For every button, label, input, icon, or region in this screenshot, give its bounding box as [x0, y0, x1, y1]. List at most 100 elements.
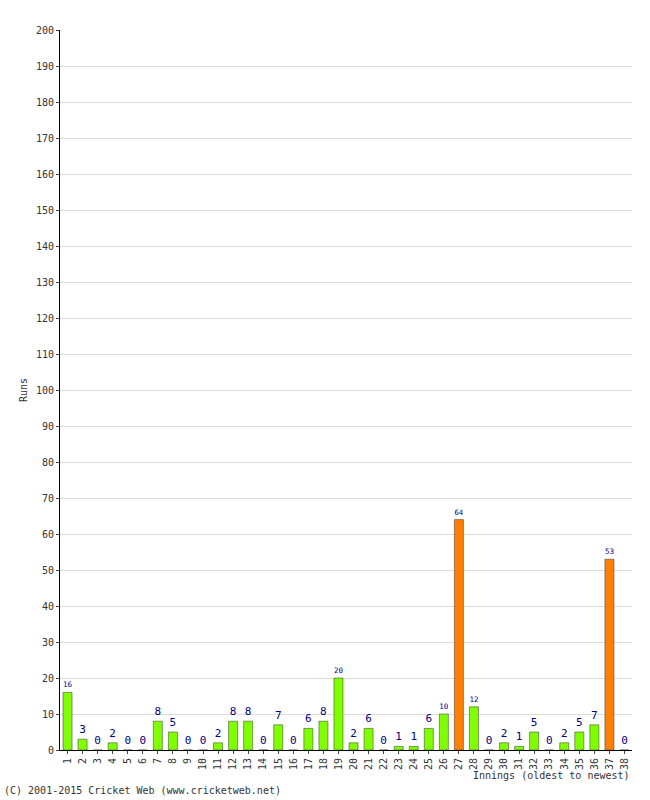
svg-text:13: 13 — [242, 758, 253, 770]
svg-text:2: 2 — [350, 727, 357, 740]
svg-text:8: 8 — [230, 705, 237, 718]
svg-text:19: 19 — [333, 758, 344, 770]
svg-text:16: 16 — [63, 680, 73, 689]
svg-text:30: 30 — [42, 637, 54, 648]
svg-text:11: 11 — [212, 758, 223, 770]
svg-text:34: 34 — [559, 758, 570, 770]
svg-text:3: 3 — [92, 758, 103, 764]
svg-text:21: 21 — [363, 758, 374, 770]
svg-text:180: 180 — [36, 97, 54, 108]
svg-text:5: 5 — [531, 716, 538, 729]
svg-text:33: 33 — [543, 758, 554, 770]
svg-text:20: 20 — [348, 758, 359, 770]
svg-text:150: 150 — [36, 205, 54, 216]
svg-text:26: 26 — [438, 758, 449, 770]
svg-text:7: 7 — [152, 758, 163, 764]
svg-text:130: 130 — [36, 277, 54, 288]
svg-text:36: 36 — [589, 758, 600, 770]
svg-text:5: 5 — [576, 716, 583, 729]
svg-text:200: 200 — [36, 25, 54, 36]
svg-text:6: 6 — [305, 712, 312, 725]
svg-text:18: 18 — [318, 758, 329, 770]
svg-text:9: 9 — [182, 758, 193, 764]
svg-text:25: 25 — [423, 758, 434, 770]
svg-text:10: 10 — [197, 758, 208, 770]
svg-text:1: 1 — [395, 730, 402, 743]
svg-text:0: 0 — [260, 734, 267, 747]
svg-text:23: 23 — [393, 758, 404, 770]
svg-text:5: 5 — [122, 758, 133, 764]
svg-text:0: 0 — [124, 734, 131, 747]
svg-text:Runs: Runs — [18, 378, 29, 402]
svg-text:35: 35 — [574, 758, 585, 770]
svg-text:0: 0 — [486, 734, 493, 747]
svg-text:15: 15 — [273, 758, 284, 770]
svg-text:12: 12 — [227, 758, 238, 770]
svg-text:14: 14 — [257, 758, 268, 770]
svg-text:8: 8 — [155, 705, 162, 718]
svg-text:1: 1 — [410, 730, 417, 743]
svg-text:60: 60 — [42, 529, 54, 540]
svg-text:4: 4 — [107, 758, 118, 764]
svg-text:1: 1 — [516, 730, 523, 743]
svg-text:0: 0 — [621, 734, 628, 747]
svg-text:64: 64 — [454, 508, 463, 517]
svg-text:0: 0 — [139, 734, 146, 747]
svg-text:2: 2 — [215, 727, 222, 740]
svg-text:2: 2 — [501, 727, 508, 740]
svg-text:3: 3 — [79, 723, 86, 736]
svg-text:7: 7 — [275, 709, 282, 722]
svg-text:50: 50 — [42, 565, 54, 576]
svg-text:20: 20 — [334, 666, 344, 675]
svg-text:40: 40 — [42, 601, 54, 612]
svg-text:6: 6 — [425, 712, 432, 725]
svg-text:6: 6 — [137, 758, 148, 764]
svg-text:0: 0 — [380, 734, 387, 747]
svg-text:0: 0 — [94, 734, 101, 747]
svg-text:100: 100 — [36, 385, 54, 396]
svg-text:80: 80 — [42, 457, 54, 468]
svg-text:17: 17 — [303, 758, 314, 770]
svg-text:2: 2 — [77, 758, 88, 764]
svg-text:30: 30 — [498, 758, 509, 770]
svg-text:120: 120 — [36, 313, 54, 324]
svg-text:24: 24 — [408, 758, 419, 770]
svg-text:12: 12 — [469, 695, 478, 704]
svg-text:7: 7 — [591, 709, 598, 722]
svg-text:140: 140 — [36, 241, 54, 252]
svg-text:8: 8 — [320, 705, 327, 718]
svg-text:(C) 2001-2015 Cricket Web (www: (C) 2001-2015 Cricket Web (www.cricketwe… — [4, 785, 281, 796]
svg-text:170: 170 — [36, 133, 54, 144]
svg-text:10: 10 — [439, 702, 449, 711]
svg-text:53: 53 — [605, 547, 614, 556]
svg-text:28: 28 — [468, 758, 479, 770]
svg-text:110: 110 — [36, 349, 54, 360]
svg-text:0: 0 — [200, 734, 207, 747]
svg-text:90: 90 — [42, 421, 54, 432]
svg-text:2: 2 — [561, 727, 568, 740]
svg-text:190: 190 — [36, 61, 54, 72]
svg-text:22: 22 — [378, 758, 389, 770]
svg-text:0: 0 — [48, 745, 54, 756]
svg-text:0: 0 — [185, 734, 192, 747]
svg-text:1: 1 — [62, 758, 73, 764]
svg-text:0: 0 — [290, 734, 297, 747]
svg-text:37: 37 — [604, 758, 615, 770]
svg-text:10: 10 — [42, 709, 54, 720]
svg-text:8: 8 — [245, 705, 252, 718]
svg-text:160: 160 — [36, 169, 54, 180]
svg-text:2: 2 — [109, 727, 116, 740]
svg-text:6: 6 — [365, 712, 372, 725]
svg-text:Innings (oldest to newest): Innings (oldest to newest) — [473, 770, 630, 781]
svg-text:70: 70 — [42, 493, 54, 504]
svg-text:29: 29 — [483, 758, 494, 770]
svg-text:38: 38 — [619, 758, 630, 770]
svg-text:32: 32 — [528, 758, 539, 770]
svg-text:0: 0 — [546, 734, 553, 747]
svg-text:20: 20 — [42, 673, 54, 684]
svg-text:16: 16 — [288, 758, 299, 770]
svg-text:31: 31 — [513, 758, 524, 770]
svg-text:27: 27 — [453, 758, 464, 770]
svg-text:5: 5 — [170, 716, 177, 729]
svg-text:8: 8 — [167, 758, 178, 764]
